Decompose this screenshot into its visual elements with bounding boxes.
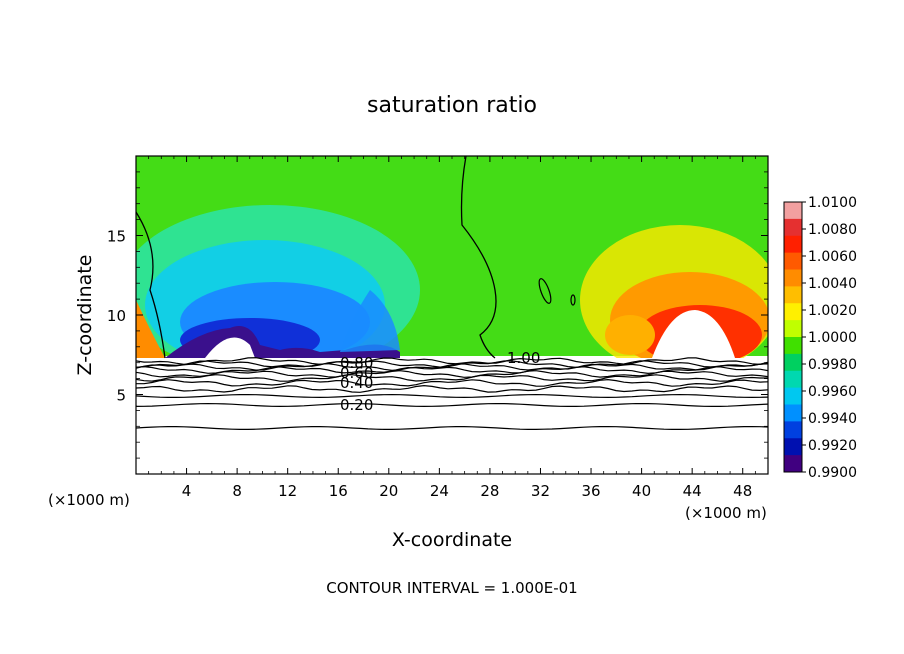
y-tick-label: 5	[116, 387, 126, 405]
colorbar-swatch	[784, 252, 802, 271]
field-blue-patch-right	[340, 290, 400, 352]
contour-label-0.80: 0.80	[340, 354, 373, 372]
x-axis-ticks: 4 8 12 16 20 24 28 32 36 40 44 48	[148, 156, 756, 500]
contour-line	[136, 374, 768, 382]
colorbar-swatch	[784, 303, 802, 321]
x-tick-label: 4	[182, 482, 192, 500]
x-tick-label: 16	[329, 482, 348, 500]
contour-line	[136, 393, 768, 399]
x-tick-label: 32	[531, 482, 550, 500]
colorbar-swatch	[784, 421, 802, 439]
x-tick-label: 12	[278, 482, 297, 500]
contour-interval-note: CONTOUR INTERVAL = 1.000E-01	[326, 579, 577, 597]
colorbar-swatch	[784, 320, 802, 338]
x-unit-right: (×1000 m)	[685, 504, 767, 522]
colorbar-label: 1.0040	[808, 276, 857, 292]
contour-lines	[136, 357, 768, 430]
field-white-hole	[652, 310, 735, 358]
x-tick-label: 48	[733, 482, 752, 500]
colorbar-swatch	[784, 337, 802, 355]
contour-line	[136, 426, 768, 430]
colorbar-label: 1.0080	[808, 222, 857, 238]
y-tick-label: 15	[107, 228, 126, 246]
contour-1.00-center	[460, 156, 497, 359]
x-tick-label: 28	[480, 482, 499, 500]
contour-label-1.00: 1.00	[507, 349, 540, 367]
plot-area	[136, 156, 768, 474]
colorbar-label: 0.9980	[808, 357, 857, 373]
contour-line	[136, 357, 768, 366]
chart-title: saturation ratio	[367, 93, 537, 118]
lower-region	[136, 358, 768, 474]
colorbar-swatch	[784, 455, 802, 473]
colorbar-swatch	[784, 269, 802, 287]
colorbar-label: 0.9960	[808, 384, 857, 400]
x-tick-label: 36	[581, 482, 600, 500]
colorbar-swatch	[784, 218, 802, 237]
colorbar-label: 1.0020	[808, 303, 857, 319]
field-left-edge-warm	[136, 300, 165, 358]
contour-label-0.60: 0.60	[340, 364, 373, 382]
field-orange-inner	[605, 315, 655, 355]
contour-1.00-small-2	[570, 294, 576, 306]
contour-line	[136, 370, 768, 378]
y-axis-ticks: 5 10 15	[107, 171, 768, 459]
x-tick-label: 20	[379, 482, 398, 500]
colorbar-label: 1.0060	[808, 249, 857, 265]
contour-line	[136, 402, 768, 408]
contour-1.00-small-1	[538, 278, 552, 304]
colorbar-swatch	[784, 202, 802, 220]
colorbar-swatch	[784, 438, 802, 456]
x-unit-left: (×1000 m)	[48, 491, 130, 509]
colorbar-swatch	[784, 387, 802, 406]
colorbar-label: 0.9920	[808, 438, 857, 454]
colorbar-swatch	[784, 286, 802, 304]
field-white-bump-left	[205, 337, 255, 358]
colorbar-swatch	[784, 353, 802, 372]
contour-label-0.40: 0.40	[340, 374, 373, 392]
contour-1.00-left	[136, 211, 166, 359]
colorbar	[783, 201, 803, 473]
colorbar-swatch	[784, 404, 802, 422]
contour-label-0.20: 0.20	[340, 396, 373, 414]
contour-line	[136, 363, 768, 372]
colorbar-label: 1.0000	[808, 330, 857, 346]
contour-line	[136, 384, 768, 393]
colorbar-label: 0.9940	[808, 411, 857, 427]
colorbar-labels: 1.0100 1.0080 1.0060 1.0040 1.0020 1.0000 0.99…	[802, 195, 857, 481]
colorbar-label: 1.0100	[808, 195, 857, 211]
x-tick-label: 8	[232, 482, 242, 500]
colorbar-label: 0.9900	[808, 465, 857, 481]
colorbar-swatch	[784, 235, 802, 254]
x-tick-label: 24	[430, 482, 449, 500]
colorbar-swatch	[784, 370, 802, 389]
contour-line	[136, 378, 768, 387]
y-axis-label: Z-coordinate	[74, 255, 96, 376]
x-tick-label: 40	[632, 482, 651, 500]
x-tick-label: 44	[683, 482, 702, 500]
contour-line	[136, 360, 768, 369]
y-tick-label: 10	[107, 307, 126, 325]
x-axis-label: X-coordinate	[392, 529, 512, 551]
